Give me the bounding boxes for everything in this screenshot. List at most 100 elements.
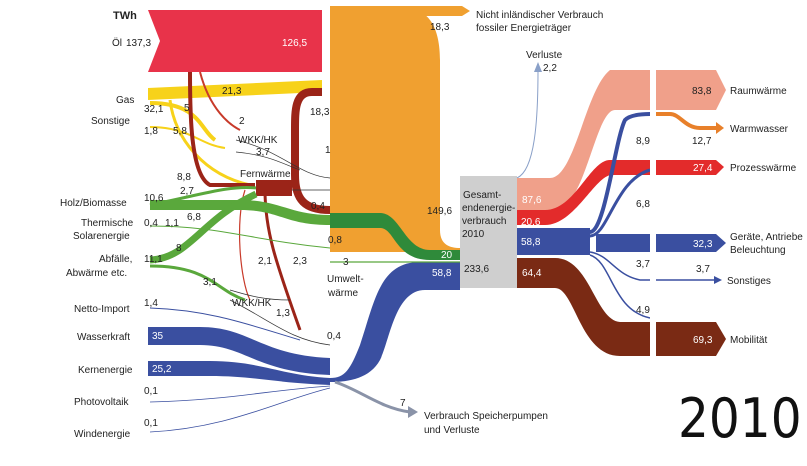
source-label-abfaelle-1: Abfälle, (99, 254, 132, 265)
nicht-label-2: fossiler Energieträger (476, 23, 572, 34)
center-label-3: verbrauch (462, 216, 506, 227)
source-label-sonstige: Sonstige (91, 116, 130, 127)
source-value-oel: 137,3 (126, 38, 151, 49)
source-label-gas: Gas (116, 95, 134, 106)
gas-flow-to-wkk (149, 101, 217, 142)
center-label-4: 2010 (462, 229, 485, 240)
verluste-arrow (534, 62, 542, 72)
source-label-holz: Holz/Biomasse (60, 198, 127, 209)
flow-holz-11: 1,1 (165, 218, 179, 229)
out-127: 12,7 (692, 136, 712, 147)
flow-verluste-22: 2,2 (543, 63, 557, 74)
flow-fw-04: 0,4 (311, 201, 325, 212)
wind-flow (149, 387, 331, 433)
flow-total: 233,6 (464, 264, 489, 275)
flow-el-21: 2,1 (258, 256, 272, 267)
out-49: 4,9 (636, 305, 650, 316)
source-label-thermisch-2: Solarenergie (73, 231, 130, 242)
sink-label-geraete-1: Geräte, Antriebe (730, 232, 803, 243)
center-label-2: endenergie- (462, 203, 515, 214)
geraete-in-flow (517, 228, 590, 255)
out-206: 20,6 (521, 217, 541, 228)
sink-label-sonst: Sonstiges (727, 276, 771, 287)
green-center-flow (330, 213, 460, 260)
geraete-flow (596, 234, 650, 252)
sink-value-prozess: 27,4 (693, 163, 713, 174)
raum-sink-bar (656, 70, 716, 110)
source-label-pv: Photovoltaik (74, 397, 129, 408)
sink-label-mobil: Mobilität (730, 335, 767, 346)
node-wkk2: WKK/HK (232, 298, 272, 309)
sink-label-prozess: Prozesswärme (730, 163, 797, 174)
source-label-thermisch-1: Thermische (81, 218, 134, 229)
kern-flow (148, 361, 330, 385)
speicher-label-2: und Verluste (424, 425, 480, 436)
flow-wkk-183: 18,3 (310, 107, 330, 118)
import-flow (149, 307, 301, 341)
warm-flow (650, 112, 716, 130)
prozess-flow (517, 160, 650, 225)
out-644: 64,4 (522, 268, 542, 279)
source-value-gas: 32,1 (144, 104, 164, 115)
node-umwelt-2: wärme (327, 288, 358, 299)
source-value-holz: 10,6 (144, 193, 164, 204)
flow-oil-center: 149,6 (427, 206, 452, 217)
center-label-1: Gesamt- (463, 190, 501, 201)
speicher-label-1: Verbrauch Speicherpumpen (424, 411, 548, 422)
out-68: 6,8 (636, 199, 650, 210)
sink-value-mobil: 69,3 (693, 335, 713, 346)
verluste-label: Verluste (526, 50, 563, 61)
flow-wkk-37: 3,7 (256, 147, 270, 158)
blue-branch-up (589, 112, 651, 234)
thermisch-flow (149, 225, 331, 249)
flow-blue-center: 58,8 (432, 268, 452, 279)
wkk-lines (229, 139, 331, 346)
oil-main-flow (330, 10, 460, 252)
mobil-flow (517, 258, 650, 356)
center-node (460, 176, 517, 288)
right-separator (650, 60, 656, 370)
source-labels: Öl 137,3 Gas 32,1 Sonstige 1,8 Holz/Biom… (60, 37, 172, 440)
flow-wkk2-13: 1,3 (276, 308, 290, 319)
geraete-arrow (716, 234, 726, 252)
year-label: 2010 (678, 387, 802, 450)
out-value-labels: 87,6 20,6 58,8 64,4 8,9 12,7 6,8 3,7 3,7… (521, 136, 712, 316)
flow-wkk-2: 2 (239, 116, 245, 127)
flow-holz-68: 6,8 (187, 212, 201, 223)
source-value-sonstige: 1,8 (144, 126, 158, 137)
blue-branch-mid (589, 168, 651, 238)
raum-flow (517, 70, 650, 210)
geraete-sink-bar (656, 234, 716, 252)
flow-fw-88: 8,8 (177, 172, 191, 183)
source-label-wasser: Wasserkraft (77, 332, 130, 343)
blue-to-mobil (589, 254, 651, 319)
wasserkraft-flow (148, 327, 330, 375)
source-value-kern: 25,2 (152, 364, 172, 375)
sonst-flow (589, 251, 715, 281)
pv-flow (149, 385, 331, 403)
verluste-flow (516, 69, 539, 179)
blue-center-flow (330, 262, 460, 382)
abfaelle-flow (149, 190, 258, 264)
flow-fw-1: 1 (325, 145, 331, 156)
abfaelle-flow-b (149, 264, 246, 302)
heat-flow-c (291, 88, 331, 214)
nicht-label-1: Nicht inländischer Verbrauch (476, 10, 603, 21)
oil-source-flow (148, 10, 322, 72)
source-value-import: 1,4 (144, 298, 158, 309)
source-value-abfaelle: 11,1 (144, 254, 163, 265)
node-wkk1: WKK/HK (238, 135, 278, 146)
flow-oel-main: 126,5 (282, 38, 307, 49)
flow-sonst-58: 5,8 (173, 126, 187, 137)
oil-block-bar (322, 10, 330, 72)
unit-label: TWh (113, 10, 137, 22)
node-fernwaerme: Fernwärme (240, 169, 291, 180)
flow-nicht-183: 18,3 (430, 22, 450, 33)
flow-umwelt-3: 3 (343, 257, 349, 268)
source-value-pv: 0,1 (144, 386, 158, 397)
out-sonst-value: 3,7 (696, 264, 710, 275)
nicht-inland-flow (330, 6, 470, 16)
heat-flow-b (199, 71, 241, 131)
